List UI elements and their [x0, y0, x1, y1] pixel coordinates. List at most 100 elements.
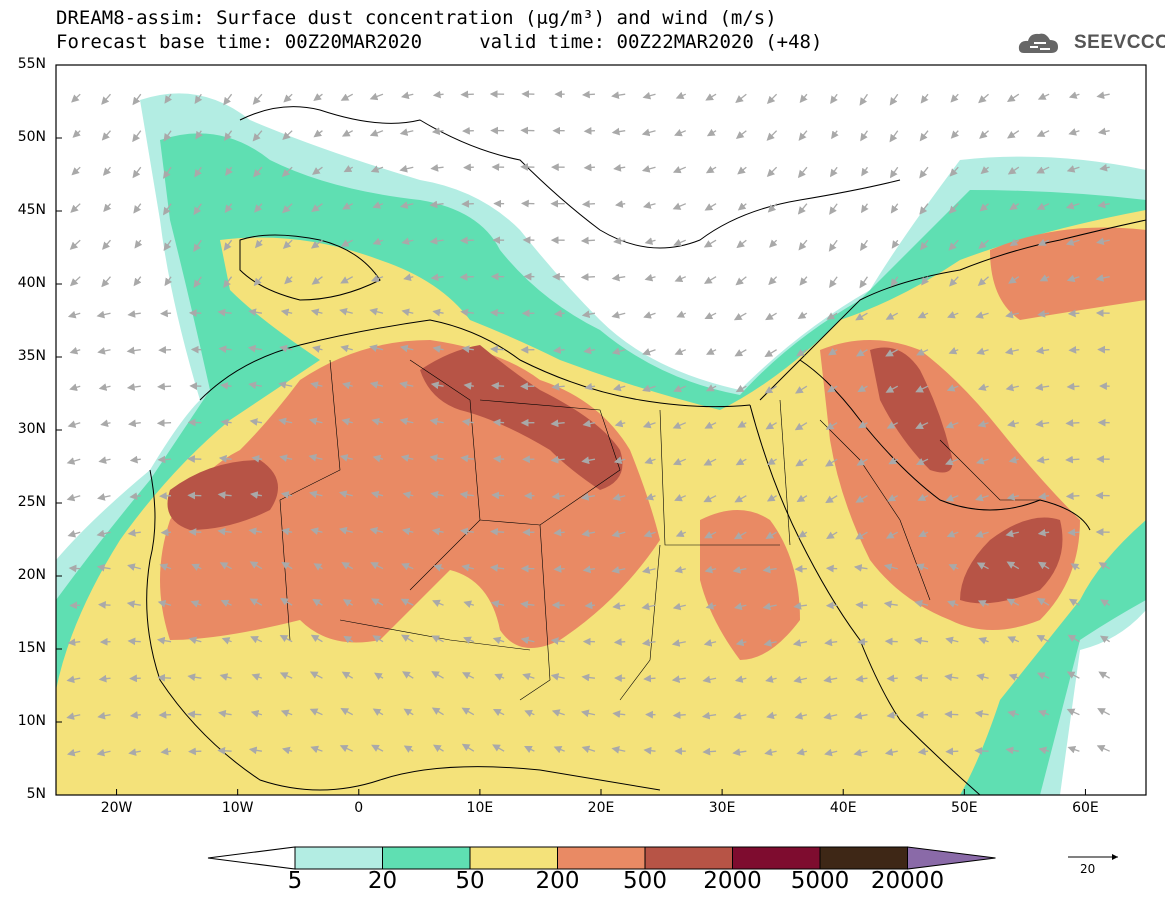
- wind-arrow: [403, 708, 414, 717]
- wind-arrow: [313, 563, 323, 571]
- wind-arrow: [312, 345, 323, 353]
- wind-arrow: [794, 422, 808, 431]
- wind-arrow: [310, 634, 323, 643]
- wind-arrow: [309, 708, 323, 716]
- wind-arrow: [798, 530, 808, 538]
- wind-arrow: [1036, 166, 1050, 174]
- colorbar-label: 200: [535, 868, 580, 894]
- wind-arrow: [463, 636, 475, 644]
- wind-arrow: [1096, 745, 1110, 753]
- wind-arrow: [641, 566, 656, 574]
- wind-arrow: [676, 310, 687, 318]
- wind-arrow: [400, 634, 414, 643]
- wind-arrow: [855, 349, 868, 357]
- wind-arrow: [735, 93, 747, 104]
- wind-arrow: [855, 495, 868, 503]
- wind-arrow: [672, 202, 687, 210]
- wind-arrow: [431, 527, 444, 536]
- wind-arrow: [400, 454, 414, 462]
- wind-arrow: [1009, 238, 1020, 247]
- wind-arrow: [944, 457, 959, 466]
- map-title-line-2: Forecast base time: 00Z20MAR2020 valid t…: [56, 31, 823, 53]
- wind-arrow: [853, 748, 868, 757]
- wind-arrow: [220, 599, 232, 607]
- wind-arrow: [921, 276, 930, 286]
- wind-arrow: [460, 454, 474, 463]
- wind-arrow: [1038, 709, 1050, 718]
- wind-arrow: [282, 239, 293, 249]
- lat-tick-label: 55N: [17, 56, 46, 72]
- colorbar: [207, 846, 996, 870]
- wind-arrow: [672, 602, 686, 611]
- wind-arrow: [340, 708, 354, 716]
- wind-arrow: [159, 563, 172, 571]
- wind-arrow: [524, 745, 535, 753]
- wind-arrow: [97, 601, 111, 609]
- wind-arrow: [309, 671, 323, 679]
- wind-arrow: [279, 634, 293, 643]
- wind-arrow: [732, 748, 747, 756]
- logo-text: SEEVCCC: [1074, 32, 1165, 53]
- wind-arrow: [611, 530, 626, 538]
- wind-arrow: [340, 276, 354, 284]
- wind-vectors: [66, 90, 1111, 757]
- wind-arrow: [735, 638, 747, 647]
- wind-arrow: [492, 709, 505, 717]
- wind-arrow: [132, 130, 142, 143]
- wind-arrow: [949, 166, 959, 177]
- wind-arrow: [1007, 709, 1019, 718]
- wind-arrow: [1068, 128, 1080, 136]
- wind-arrow: [611, 566, 626, 574]
- wind-arrow: [733, 711, 747, 720]
- wind-arrow: [157, 599, 172, 608]
- wind-arrow: [918, 530, 929, 538]
- wind-arrow: [339, 454, 353, 462]
- wind-arrow: [490, 600, 505, 608]
- wind-arrow: [887, 494, 899, 502]
- wind-arrow: [431, 671, 444, 679]
- wind-arrow: [340, 239, 354, 247]
- wind-arrow: [825, 495, 838, 504]
- wind-arrow: [1065, 419, 1080, 427]
- wind-arrow: [704, 531, 717, 539]
- wind-arrow: [703, 495, 717, 503]
- wind-arrow: [643, 530, 656, 538]
- wind-arrow: [68, 564, 81, 573]
- wind-arrow: [463, 382, 474, 390]
- wind-arrow: [156, 636, 172, 645]
- wind-arrow: [762, 565, 777, 574]
- wind-arrow: [338, 490, 353, 498]
- colorbar-label: 5: [287, 868, 303, 894]
- wind-arrow: [798, 130, 808, 141]
- wind-arrow: [978, 93, 989, 104]
- wind-arrow: [675, 91, 687, 99]
- wind-arrow: [733, 531, 747, 540]
- wind-arrow: [429, 237, 444, 245]
- wind-arrow: [158, 346, 172, 354]
- wind-arrow: [372, 201, 384, 209]
- wind-arrow: [885, 312, 899, 320]
- wind-arrow: [550, 637, 565, 645]
- wind-arrow: [129, 455, 141, 464]
- wind-arrow: [460, 308, 474, 317]
- wind-arrow: [945, 494, 959, 502]
- wind-arrow: [1036, 129, 1050, 137]
- wind-arrow: [642, 201, 656, 209]
- wind-arrow: [763, 639, 777, 647]
- wind-arrow: [915, 711, 929, 719]
- wind-arrow: [704, 203, 717, 211]
- wind-arrow: [891, 239, 900, 249]
- wind-arrow: [369, 129, 384, 137]
- wind-arrow: [767, 203, 778, 213]
- colorbar-label: 500: [623, 868, 667, 894]
- wind-arrow: [858, 420, 868, 429]
- wind-arrow: [797, 311, 808, 319]
- wind-arrow: [370, 165, 384, 173]
- wind-arrow: [432, 308, 444, 317]
- wind-arrow: [342, 202, 354, 210]
- wind-arrow: [1096, 91, 1110, 100]
- lat-tick-label: 5N: [26, 786, 46, 802]
- wind-arrow: [706, 347, 717, 355]
- axis-ticks: [56, 64, 1086, 796]
- wind-arrow: [492, 418, 505, 427]
